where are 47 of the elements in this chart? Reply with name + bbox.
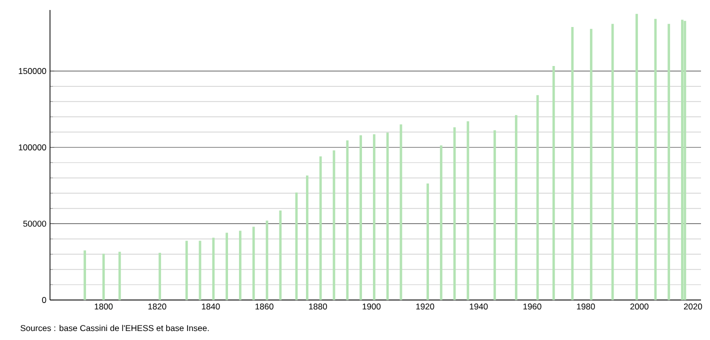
y-tick-label: 100000 (18, 144, 46, 150)
bar (514, 115, 518, 300)
bar (426, 184, 429, 300)
bar (226, 232, 228, 300)
bar (360, 135, 362, 300)
bar (306, 175, 308, 300)
bar (212, 238, 215, 300)
bar (494, 130, 496, 300)
bar (590, 28, 592, 300)
bar (84, 250, 86, 300)
bar (440, 145, 442, 300)
bar (386, 132, 389, 300)
x-tick-label: 1860 (256, 304, 274, 310)
bar (158, 252, 162, 300)
x-tick-label: 1920 (416, 304, 434, 310)
x-tick-label: 1940 (470, 304, 488, 310)
x-tick-label: 1900 (362, 304, 381, 310)
x-tick-label: 1800 (94, 304, 113, 310)
x-tick-label: 1980 (577, 304, 595, 310)
bar (552, 66, 555, 300)
bar (668, 24, 670, 300)
bar (611, 24, 614, 300)
bar (536, 95, 539, 300)
bar (319, 156, 322, 300)
bar (681, 20, 684, 300)
y-tick-label: 50000 (23, 220, 46, 227)
bar (102, 254, 105, 300)
x-tick-label: 1960 (523, 304, 542, 310)
bar (571, 26, 574, 300)
bar (252, 226, 255, 300)
x-tick-label: 1820 (148, 304, 166, 310)
bar (118, 252, 121, 300)
x-tick-label: 1840 (202, 304, 220, 310)
bar (346, 140, 349, 300)
bar (239, 230, 242, 300)
source-note: Sources : base Cassini de l'EHESS et base Insee. (20, 324, 209, 332)
bar (279, 210, 282, 300)
y-tick-label: 0 (42, 297, 46, 303)
bar (636, 14, 638, 300)
x-tick-label: 2000 (630, 304, 648, 310)
bar (372, 134, 376, 300)
bar (185, 240, 188, 300)
bar (466, 121, 470, 300)
y-tick-label: 150000 (18, 68, 46, 74)
x-tick-label: 1880 (309, 304, 327, 310)
x-tick-label: 2020 (684, 304, 702, 310)
bar (684, 20, 686, 300)
